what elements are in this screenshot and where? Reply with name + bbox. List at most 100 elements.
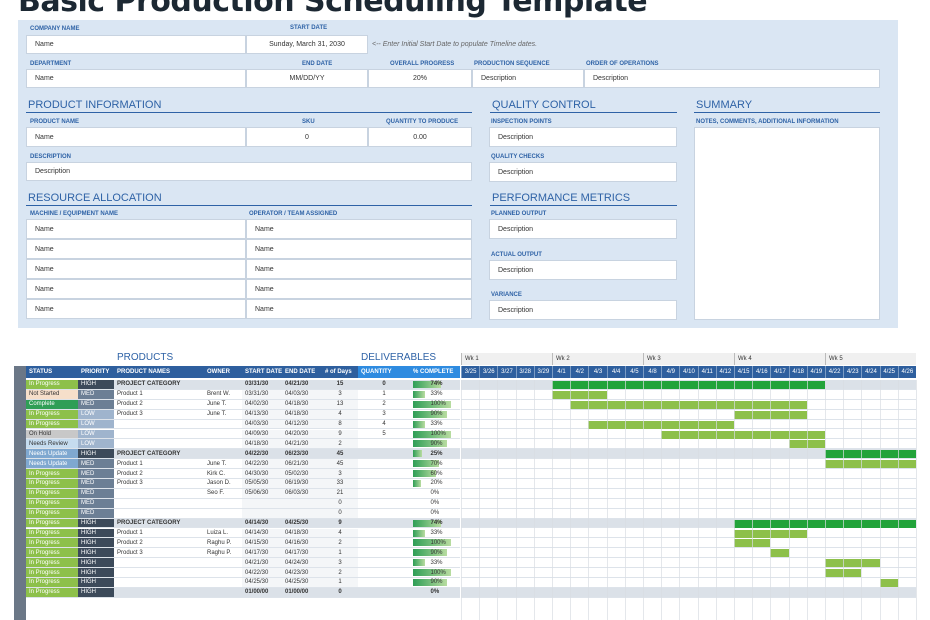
- days-cell[interactable]: 2: [322, 538, 358, 549]
- product-name-cell[interactable]: [114, 488, 204, 499]
- start-date-cell[interactable]: 04/13/30: [242, 409, 282, 420]
- gantt-bar[interactable]: [661, 430, 825, 439]
- status-cell[interactable]: In Progress: [26, 419, 78, 430]
- owner-cell[interactable]: June T.: [204, 409, 242, 420]
- end-date-cell[interactable]: 04/03/30: [282, 389, 322, 400]
- quantity-cell[interactable]: [358, 449, 410, 460]
- start-date-cell[interactable]: 04/22/30: [242, 459, 282, 470]
- quantity-cell[interactable]: 5: [358, 429, 410, 440]
- quantity-cell[interactable]: [358, 498, 410, 509]
- priority-cell[interactable]: HIGH: [78, 558, 114, 569]
- overall-progress-field[interactable]: 20%: [368, 69, 472, 88]
- days-cell[interactable]: 4: [322, 528, 358, 539]
- status-cell[interactable]: In Progress: [26, 469, 78, 479]
- product-name-cell[interactable]: PROJECT CATEGORY: [114, 380, 204, 390]
- days-cell[interactable]: 3: [322, 558, 358, 569]
- days-cell[interactable]: 9: [322, 518, 358, 529]
- owner-cell[interactable]: Seo F.: [204, 488, 242, 499]
- priority-cell[interactable]: MED: [78, 479, 114, 489]
- status-cell[interactable]: Complete: [26, 399, 78, 410]
- owner-cell[interactable]: [204, 518, 242, 529]
- days-cell[interactable]: 3: [322, 469, 358, 479]
- owner-cell[interactable]: [204, 558, 242, 569]
- start-date-cell[interactable]: 04/15/30: [242, 538, 282, 549]
- start-date-cell[interactable]: 03/31/30: [242, 389, 282, 400]
- owner-cell[interactable]: [204, 429, 242, 440]
- start-date-cell[interactable]: 04/14/30: [242, 518, 282, 529]
- start-date-cell[interactable]: 05/06/30: [242, 488, 282, 499]
- product-name-cell[interactable]: Product 1: [114, 389, 204, 400]
- product-name-cell[interactable]: [114, 578, 204, 588]
- start-date-cell[interactable]: 04/30/30: [242, 469, 282, 479]
- operator-field[interactable]: Name: [246, 219, 472, 239]
- department-field[interactable]: Name: [26, 69, 246, 88]
- status-cell[interactable]: In Progress: [26, 488, 78, 499]
- quantity-cell[interactable]: [358, 558, 410, 569]
- gantt-bar[interactable]: [879, 579, 898, 587]
- priority-cell[interactable]: HIGH: [78, 587, 114, 598]
- quantity-cell[interactable]: [358, 548, 410, 559]
- start-date-cell[interactable]: 04/17/30: [242, 548, 282, 559]
- quantity-cell[interactable]: [358, 469, 410, 479]
- days-cell[interactable]: 21: [322, 488, 358, 499]
- quantity-cell[interactable]: [358, 488, 410, 499]
- status-cell[interactable]: Needs Update: [26, 459, 78, 470]
- sku-field[interactable]: 0: [246, 127, 368, 147]
- priority-cell[interactable]: HIGH: [78, 518, 114, 529]
- end-date-cell[interactable]: 06/21/30: [282, 459, 322, 470]
- start-date-cell[interactable]: 04/21/30: [242, 558, 282, 569]
- priority-cell[interactable]: LOW: [78, 419, 114, 430]
- status-cell[interactable]: In Progress: [26, 479, 78, 489]
- product-name-cell[interactable]: Product 2: [114, 399, 204, 410]
- quantity-cell[interactable]: 3: [358, 409, 410, 420]
- end-date-cell[interactable]: 04/21/30: [282, 439, 322, 450]
- priority-cell[interactable]: MED: [78, 508, 114, 519]
- start-date-cell[interactable]: 04/22/30: [242, 568, 282, 578]
- product-name-cell[interactable]: [114, 558, 204, 569]
- owner-cell[interactable]: Jason D.: [204, 479, 242, 489]
- product-name-cell[interactable]: Product 2: [114, 469, 204, 479]
- gantt-bar[interactable]: [825, 460, 916, 469]
- product-name-cell[interactable]: Product 3: [114, 479, 204, 489]
- machine-name-field[interactable]: Name: [26, 219, 246, 239]
- end-date-cell[interactable]: 04/23/30: [282, 568, 322, 578]
- machine-name-field[interactable]: Name: [26, 279, 246, 299]
- days-cell[interactable]: 9: [322, 429, 358, 440]
- product-name-cell[interactable]: PROJECT CATEGORY: [114, 449, 204, 460]
- end-date-cell[interactable]: [282, 508, 322, 519]
- end-date-field[interactable]: MM/DD/YY: [246, 69, 368, 88]
- priority-cell[interactable]: LOW: [78, 429, 114, 440]
- priority-cell[interactable]: HIGH: [78, 578, 114, 588]
- start-date-cell[interactable]: 04/02/30: [242, 399, 282, 410]
- priority-cell[interactable]: LOW: [78, 439, 114, 450]
- inspection-field[interactable]: Description: [489, 127, 677, 147]
- end-date-cell[interactable]: 06/03/30: [282, 488, 322, 499]
- owner-cell[interactable]: June T.: [204, 399, 242, 410]
- product-name-cell[interactable]: [114, 508, 204, 519]
- product-name-cell[interactable]: PROJECT CATEGORY: [114, 518, 204, 529]
- days-cell[interactable]: 4: [322, 409, 358, 420]
- start-date-cell[interactable]: 05/05/30: [242, 479, 282, 489]
- start-date-field[interactable]: Sunday, March 31, 2030: [246, 35, 368, 54]
- owner-cell[interactable]: [204, 498, 242, 509]
- checks-field[interactable]: Description: [489, 162, 677, 182]
- quantity-cell[interactable]: 0: [358, 380, 410, 390]
- variance-field[interactable]: Description: [489, 300, 677, 320]
- gantt-bar[interactable]: [788, 440, 825, 449]
- quantity-cell[interactable]: [358, 568, 410, 578]
- days-cell[interactable]: 0: [322, 508, 358, 519]
- start-date-cell[interactable]: 04/22/30: [242, 449, 282, 460]
- production-sequence-field[interactable]: Description: [472, 69, 584, 88]
- gantt-bar[interactable]: [825, 450, 916, 459]
- days-cell[interactable]: 0: [322, 498, 358, 509]
- end-date-cell[interactable]: 04/21/30: [282, 380, 322, 390]
- days-cell[interactable]: 13: [322, 399, 358, 410]
- owner-cell[interactable]: [204, 587, 242, 598]
- machine-name-field[interactable]: Name: [26, 239, 246, 259]
- end-date-cell[interactable]: 04/18/30: [282, 528, 322, 539]
- owner-cell[interactable]: Luiza L.: [204, 528, 242, 539]
- days-cell[interactable]: 8: [322, 419, 358, 430]
- days-cell[interactable]: 2: [322, 439, 358, 450]
- product-name-cell[interactable]: [114, 587, 204, 598]
- priority-cell[interactable]: MED: [78, 389, 114, 400]
